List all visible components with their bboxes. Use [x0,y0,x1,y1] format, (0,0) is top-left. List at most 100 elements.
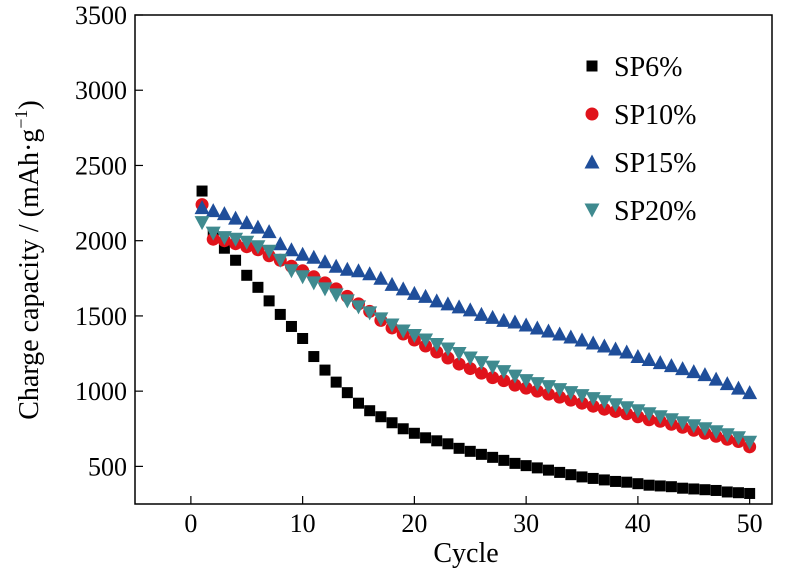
data-point [630,404,646,419]
data-point [274,308,286,320]
data-point [530,384,544,398]
data-point [643,479,655,491]
data-point [418,288,434,303]
data-point [319,364,331,376]
x-tick-label: 50 [737,509,763,538]
data-point [194,200,210,215]
data-point [308,351,320,363]
data-point [373,312,389,327]
data-point [430,345,444,359]
data-point [486,371,500,385]
data-point [453,442,465,454]
legend: SP6% SP10% SP15% SP20% [584,52,696,227]
data-point [283,242,299,257]
y-axis-title-main: Charge capacity / (mAh·g [14,129,45,420]
data-point [663,358,679,373]
data-point [697,367,713,382]
data-point [675,416,691,431]
legend-label: SP20% [614,196,696,227]
data-point [597,402,611,416]
data-point [574,332,590,347]
x-tick-label: 40 [625,509,651,538]
data-point [730,380,746,395]
y-tick-label: 1500 [75,302,127,331]
data-point [621,476,633,488]
y-tick-label: 2500 [75,151,127,180]
data-point [473,356,489,371]
data-point [564,393,578,407]
legend-label: SP10% [614,100,696,131]
x-axis-title: Cycle [433,538,498,569]
data-point [721,486,733,498]
data-point [496,312,512,327]
x-axis: 0 10 20 30 40 50 [184,496,763,538]
data-point [339,261,355,276]
plot-frame [134,14,773,505]
data-point [441,351,455,365]
data-point [553,390,567,404]
data-point [228,210,244,225]
data-point [663,413,679,428]
data-point [297,332,309,344]
data-point [395,281,411,296]
data-point [351,300,367,315]
data-point [585,335,601,350]
data-point [205,203,221,218]
data-point [677,482,689,494]
data-point [429,293,445,308]
data-point [263,295,275,307]
data-point [732,487,744,499]
data-point [529,320,545,335]
data-point [328,258,344,273]
data-point [619,401,635,416]
data-point [261,244,277,259]
series-sp15pct [194,200,758,400]
x-tick-label: 10 [290,509,316,538]
data-point [654,480,666,492]
data-point [230,254,242,266]
data-point [475,448,487,460]
x-tick-label: 0 [184,509,197,538]
x-tick-label: 30 [513,509,539,538]
data-point [384,318,400,333]
data-point [452,357,466,371]
data-point [563,386,579,401]
data-point [228,232,244,247]
data-point [587,472,599,484]
data-point [632,478,644,490]
legend-marker [586,60,598,72]
data-point [431,435,443,447]
data-point [196,185,208,197]
data-point [585,392,601,407]
data-point [194,216,210,231]
data-point [665,481,677,493]
data-point [252,281,264,293]
data-point [708,371,724,386]
data-point [686,364,702,379]
y-tick-label: 3000 [75,76,127,105]
data-point [586,399,600,413]
data-point [518,317,534,332]
data-point [575,396,589,410]
data-point [317,254,333,269]
data-point [250,219,266,234]
data-point [576,471,588,483]
data-point [554,466,566,478]
data-point [485,309,501,324]
data-point [418,333,434,348]
data-point [384,276,400,291]
data-point [373,270,389,285]
data-point [218,242,230,254]
y-tick-label: 1000 [75,377,127,406]
data-point [442,438,454,450]
data-point [463,362,477,376]
data-point [362,306,378,321]
data-point [608,398,624,413]
data-point [205,226,221,241]
data-point [406,328,422,343]
data-point [306,276,322,291]
data-point [608,341,624,356]
data-point [598,474,610,486]
data-point [508,378,522,392]
data-point [339,294,355,309]
